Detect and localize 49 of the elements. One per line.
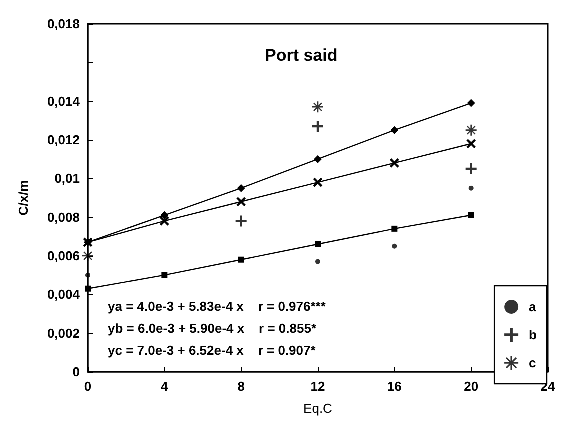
point [468,186,474,191]
x-tick-label: 8 [238,379,245,394]
point [390,126,399,134]
point [315,241,321,248]
point [237,184,246,192]
y-tick-label: 0 [72,364,80,380]
point [314,155,322,164]
point [390,158,400,168]
point [312,120,324,132]
legend-label: c [529,356,536,370]
point [162,272,168,278]
x-axis-title: Eq.C [304,401,332,416]
point [236,197,246,207]
y-tick-label: 0,004 [47,287,81,302]
y-tick-label: 0,018 [47,16,80,32]
text: Port said [265,46,338,65]
point [313,178,323,188]
annotation: ya = 4.0e-3 + 5.83e-4 x r = 0.976*** [108,299,327,314]
x-tick-label: 0 [84,379,92,394]
point [160,216,170,226]
y-tick-label: 0,002 [47,326,80,341]
point [466,164,477,174]
point [160,211,169,220]
y-tick-label: 0,014 [47,94,81,109]
point [312,102,324,113]
annotation: yb = 6.0e-3 + 5.90e-4 x r = 0.855* [108,321,318,336]
x-tick-label: 16 [387,379,402,394]
point [86,272,90,278]
y-tick-label: 0,01 [54,171,80,186]
point [466,124,477,136]
point [316,259,320,264]
point [85,286,91,292]
point [466,139,476,149]
y-tick-label: 0,006 [47,248,80,264]
point [468,212,474,218]
y-axis-title: C/x/m [16,180,31,216]
y-tick-label: 0,008 [47,210,80,225]
point [392,244,398,249]
point [238,256,244,263]
x-tick-label: 4 [161,379,170,394]
legend-label: a [529,300,538,314]
x-tick-label: 12 [310,379,326,394]
legend-label: b [529,328,538,342]
annotation: yc = 7.0e-3 + 6.52e-4 x r = 0.907* [108,343,317,358]
y-tick-label: 0,012 [47,132,80,148]
point [236,216,247,227]
x-tick-label: 20 [464,379,479,394]
point [392,226,398,232]
point [467,99,476,108]
